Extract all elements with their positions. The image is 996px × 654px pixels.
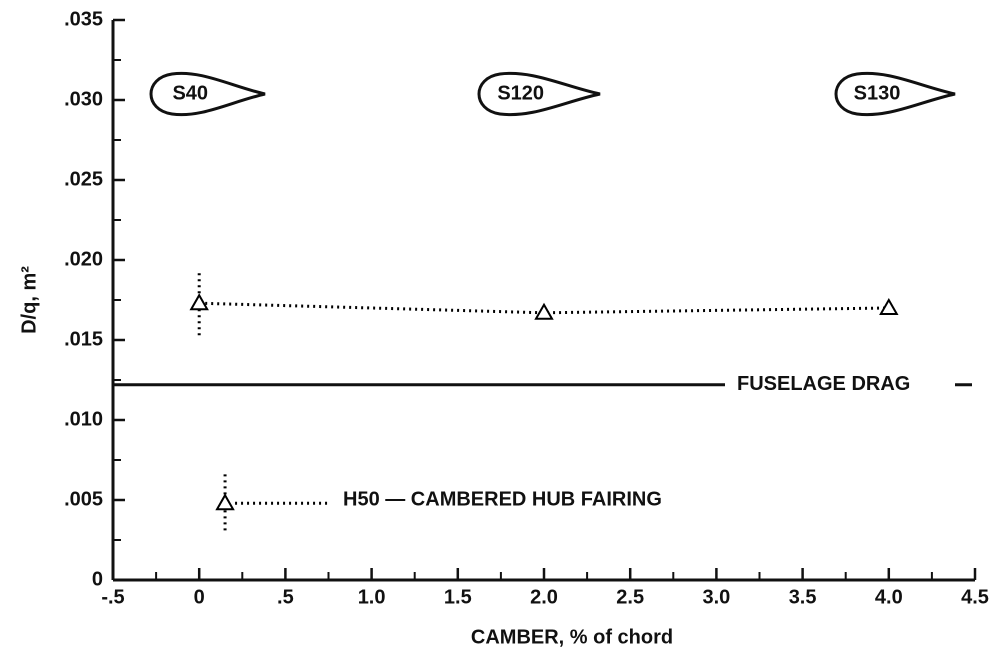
x-tick-label: -.5 [101,586,124,608]
point [189,293,209,311]
y-tick-label: .005 [64,488,103,510]
airfoil-label: S40 [172,82,208,104]
airfoil [834,71,956,117]
x-tick-label: 1.0 [358,586,386,608]
y-tick-label: .025 [64,168,103,190]
x-tick-label: 1.5 [444,586,472,608]
dotted-line [199,301,889,315]
x-tick-label: 4.5 [961,586,989,608]
x-tick-label: 3.0 [702,586,730,608]
x-tick-label: 3.5 [789,586,817,608]
airfoil-label: S120 [497,82,544,104]
y-tick-label: .015 [64,328,103,350]
airfoil [477,71,601,117]
x-tick-label: 4.0 [875,586,903,608]
x-tick-label: 0 [194,586,205,608]
point [215,493,235,511]
y-tick-label: .030 [64,88,103,110]
y-tick-label: .010 [64,408,103,430]
x-tick-label: 2.5 [616,586,644,608]
point [534,302,554,320]
x-tick-label: 2.0 [530,586,558,608]
y-tick-label: .035 [64,8,103,30]
point [879,297,899,315]
series-label: H50 — CAMBERED HUB FAIRING [343,488,662,510]
airfoil-label: S130 [854,82,901,104]
x-axis-label: CAMBER, % of chord [471,626,673,648]
y-tick-label: .020 [64,248,103,270]
reference-label: FUSELAGE DRAG [737,373,910,395]
x-tick-label: .5 [277,586,294,608]
airfoil [149,71,266,117]
y-tick-label: 0 [92,568,103,590]
y-axis-label: D/q, m² [18,266,40,334]
